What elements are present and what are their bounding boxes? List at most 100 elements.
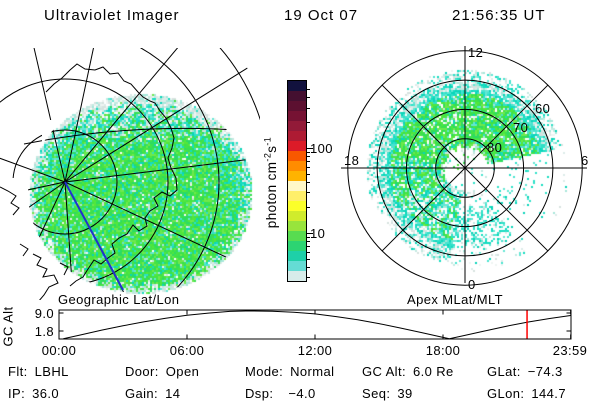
- status-flt: Flt: LBHL: [8, 364, 69, 379]
- colorbar-tick: [307, 97, 310, 98]
- colorbar-band: [288, 201, 306, 211]
- colorbar-tick: [307, 174, 310, 175]
- meridian-line: [16, 48, 66, 183]
- status-value: 6.0 Re: [412, 364, 454, 379]
- xtick-1800: 18:00: [425, 343, 461, 358]
- colorbar-tick: [307, 192, 310, 193]
- colorbar-band: [288, 241, 306, 251]
- app-title: Ultraviolet Imager: [44, 7, 180, 24]
- mlt-label-0: 0: [468, 277, 476, 292]
- colorbar-band: [288, 251, 306, 261]
- colorbar-tick: [307, 237, 310, 238]
- xtick-0600: 06:00: [169, 343, 205, 358]
- status-glat: GLat: −74.3: [487, 364, 563, 379]
- status-label: IP:: [8, 386, 26, 401]
- colorbar-band: [288, 91, 306, 101]
- colorbar-band: [288, 271, 306, 281]
- meridian-line: [64, 48, 111, 183]
- colorbar-tick: [307, 161, 310, 162]
- xtick-1200: 12:00: [297, 343, 333, 358]
- status-value: 14: [165, 386, 181, 401]
- colorbar-band: [288, 191, 306, 201]
- mlt-label-18: 18: [344, 153, 359, 168]
- lat-label-70: 70: [513, 120, 528, 135]
- status-value: Open: [165, 364, 200, 379]
- colorbar-tick: [307, 152, 310, 153]
- colorbar-tick: [307, 233, 313, 234]
- meridian-line: [0, 181, 66, 228]
- status-value: 36.0: [32, 386, 60, 401]
- latitude-circle: [0, 48, 220, 293]
- status-dsp: Dsp: −4.0: [245, 386, 316, 401]
- colorbar-tick: [307, 267, 310, 268]
- colorbar-tick: [307, 277, 310, 278]
- status-value: Normal: [290, 364, 335, 379]
- status-glon: GLon: 144.7: [487, 386, 566, 401]
- meridian-line: [0, 181, 66, 293]
- status-value: −4.0: [288, 386, 316, 401]
- colorbar-tick: [307, 259, 310, 260]
- colorbar-tick: [307, 207, 310, 208]
- caption-geographic: Geographic Lat/Lon: [58, 292, 180, 307]
- alt-ytick-top: 9.0: [34, 306, 54, 321]
- colorbar-band: [288, 231, 306, 241]
- colorbar-tick: [307, 108, 310, 109]
- meridian-line: [64, 67, 248, 183]
- colorbar-tick: [307, 246, 310, 247]
- alt-ytick-bottom: 1.8: [34, 324, 54, 339]
- colorbar-unit-label: photon cm-2s-1: [263, 113, 280, 253]
- colorbar-tick: [307, 182, 310, 183]
- geo-grid-overlay: [0, 48, 260, 300]
- status-seq: Seq: 39: [362, 386, 413, 401]
- colorbar-tick-label-100: 100: [310, 141, 333, 156]
- colorbar-tick: [307, 89, 310, 90]
- colorbar-tick: [307, 252, 310, 253]
- unit-superscript: -1: [262, 136, 273, 146]
- colorbar-band: [288, 221, 306, 231]
- colorbar-band: [288, 141, 306, 151]
- latitude-circle: [0, 78, 169, 286]
- status-label: Door:: [125, 364, 159, 379]
- meridian-line: [0, 107, 66, 183]
- status-label: Flt:: [8, 364, 28, 379]
- unit-superscript: -2: [262, 152, 273, 162]
- status-gcalt: GC Alt: 6.0 Re: [362, 364, 454, 379]
- status-gain: Gain: 14: [125, 386, 180, 401]
- polar-grid-overlay: 12 0 18 6 80 70 60: [341, 45, 589, 292]
- status-value: 39: [397, 386, 413, 401]
- alt-plot-frame: [58, 309, 572, 340]
- status-label: Dsp:: [245, 386, 274, 401]
- colorbar-band: [288, 131, 306, 141]
- status-label: Mode:: [245, 364, 284, 379]
- status-label: Gain:: [125, 386, 159, 401]
- date-text: 19 Oct 07: [284, 7, 359, 24]
- meridian-line: [64, 48, 204, 183]
- status-ip: IP: 36.0: [8, 386, 59, 401]
- latitude-arc: [23, 127, 251, 145]
- track-line: [64, 181, 124, 291]
- lat-label-60: 60: [535, 101, 550, 116]
- unit-text: photon cm: [264, 161, 279, 229]
- status-label: GLon:: [487, 386, 525, 401]
- colorbar-tick-label-10: 10: [310, 226, 326, 241]
- colorbar-band: [288, 111, 306, 121]
- meridian-line: [0, 181, 66, 293]
- time-text: 21:56:35 UT: [452, 7, 546, 24]
- lat-label-80: 80: [487, 140, 502, 155]
- meridian-line: [64, 181, 260, 274]
- mlt-label-6: 6: [581, 153, 589, 168]
- status-label: GC Alt:: [362, 364, 406, 379]
- status-label: GLat:: [487, 364, 521, 379]
- colorbar-band: [288, 211, 306, 221]
- colorbar-tick: [307, 241, 310, 242]
- colorbar-band: [288, 261, 306, 271]
- colorbar-tick: [307, 167, 310, 168]
- colorbar-band: [288, 171, 306, 181]
- status-door: Door: Open: [125, 364, 199, 379]
- status-mode: Mode: Normal: [245, 364, 334, 379]
- colorbar: [287, 80, 307, 282]
- polar-graticule: [341, 46, 587, 286]
- polar-image-canvas: [335, 40, 600, 305]
- colorbar-band: [288, 121, 306, 131]
